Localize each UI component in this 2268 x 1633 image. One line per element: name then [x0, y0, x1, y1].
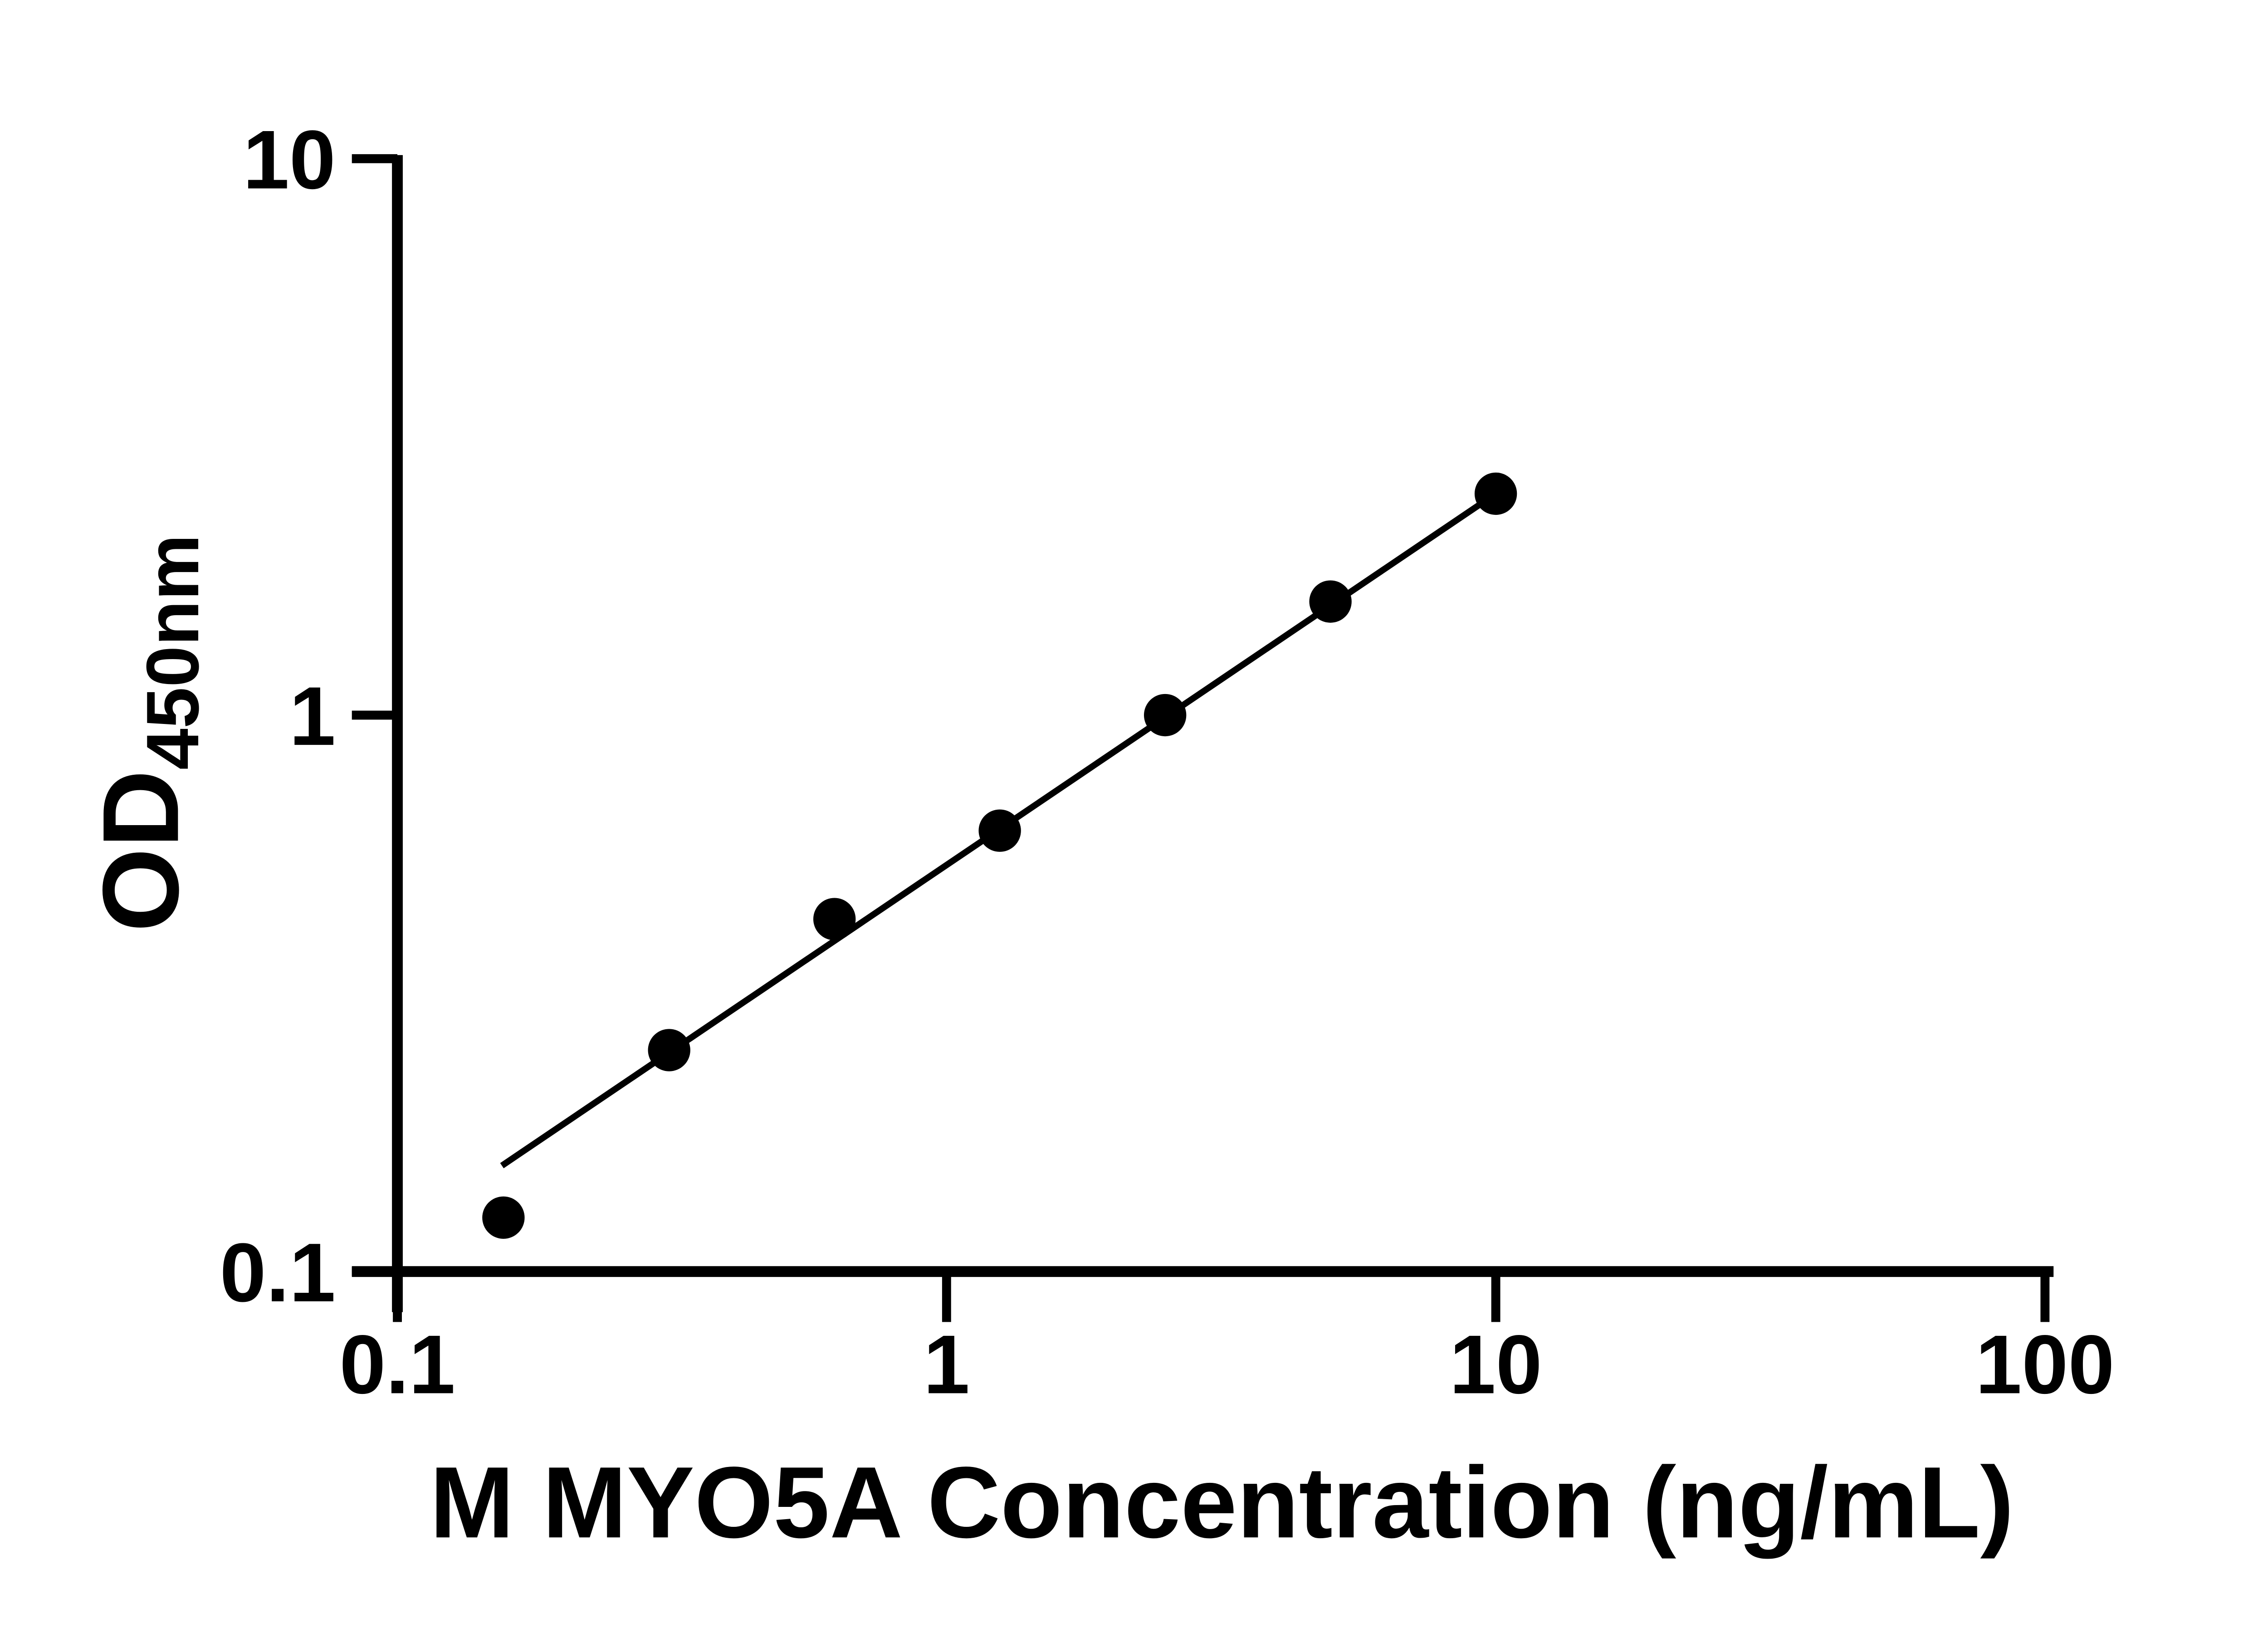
y-axis-title-subscript: 450nm	[131, 534, 214, 770]
x-tick-label: 10	[1449, 1318, 1542, 1411]
x-tick-label: 100	[1975, 1318, 2115, 1411]
data-point-marker-4	[978, 809, 1021, 852]
x-axis-title: M MYO5A Concentration (ng/mL)	[430, 1446, 2014, 1559]
y-tick-label: 0.1	[220, 1226, 336, 1319]
data-point-marker-1	[482, 1196, 525, 1239]
data-point-marker-6	[1309, 580, 1352, 623]
y-tick-label: 10	[243, 113, 336, 206]
data-point-marker-2	[648, 1029, 690, 1071]
data-point-marker-7	[1474, 472, 1517, 515]
y-tick-label: 1	[289, 670, 336, 763]
y-axis-title-main: OD	[80, 770, 201, 932]
data-point-marker-5	[1144, 694, 1187, 737]
y-axis-title: OD450nm	[80, 534, 214, 932]
x-tick-label: 0.1	[339, 1318, 455, 1411]
x-tick-label: 1	[924, 1318, 970, 1411]
data-point-marker-3	[813, 898, 856, 940]
